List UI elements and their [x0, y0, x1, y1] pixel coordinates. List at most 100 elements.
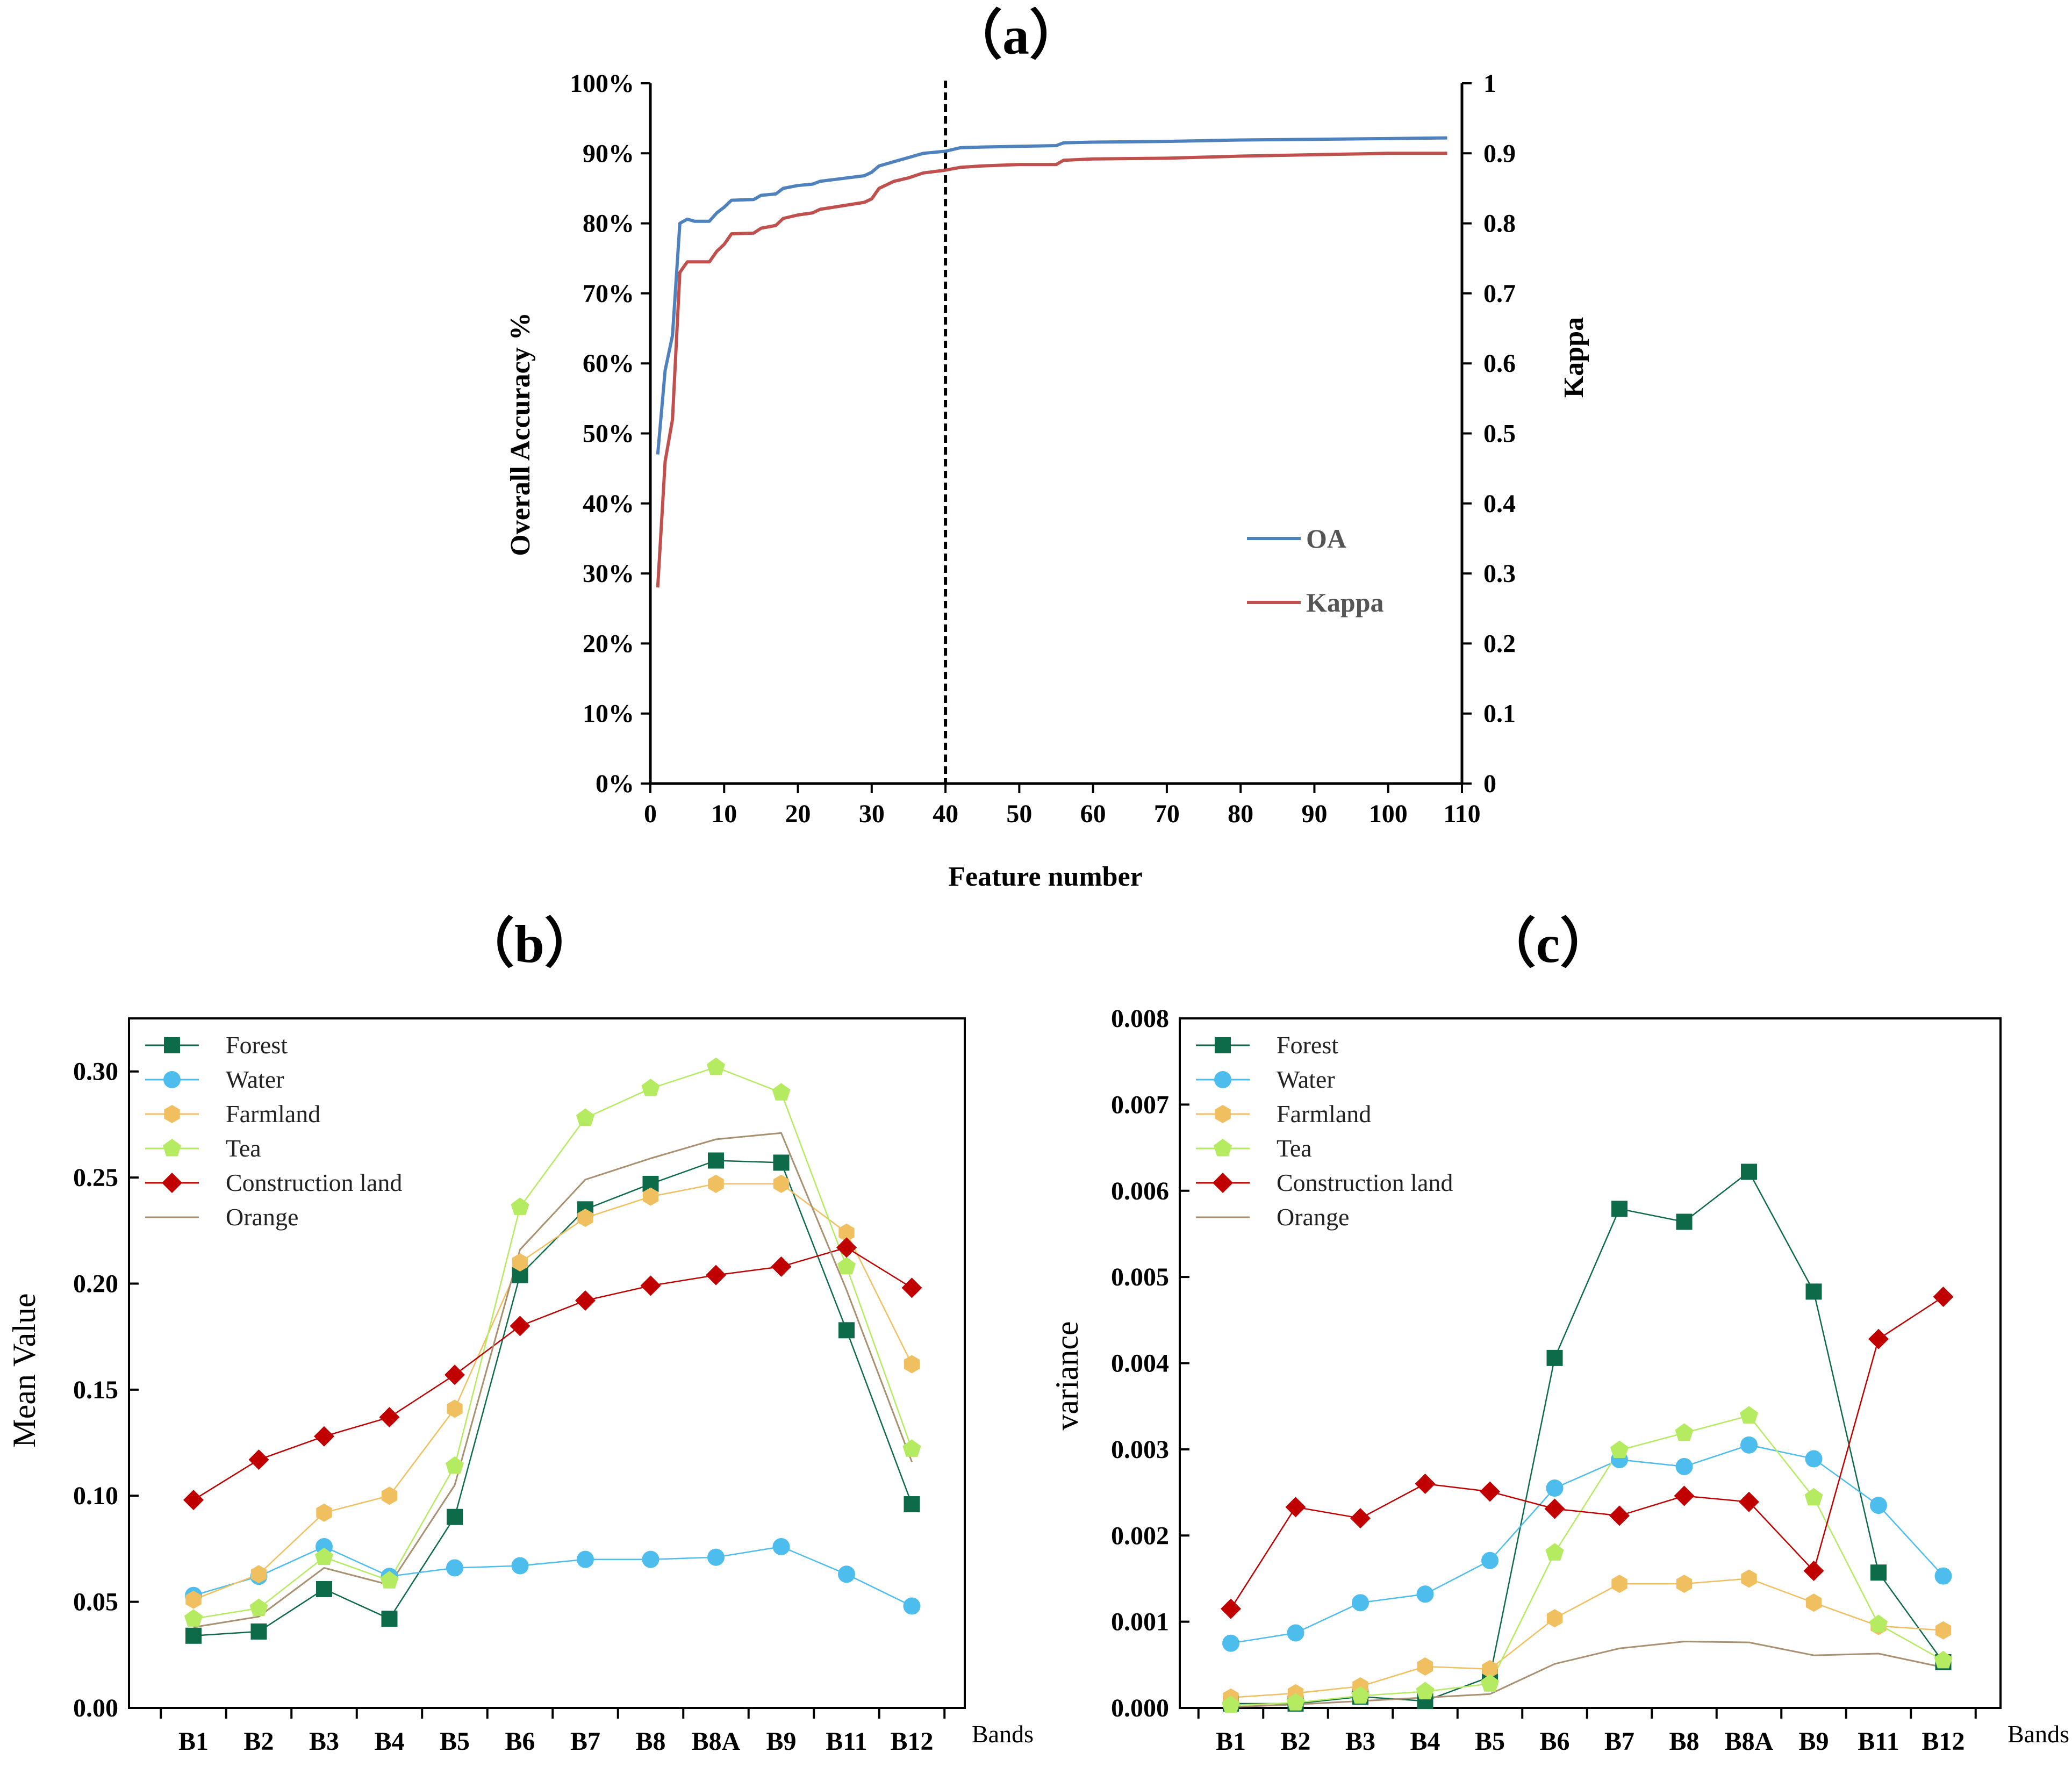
series-farmland-point-b5 [1482, 1660, 1498, 1678]
xtick-label-b12: B12 [1922, 1727, 1965, 1756]
panel-b-label: （b） [461, 914, 598, 974]
legend-forest-swatch-marker [164, 1037, 180, 1053]
series-water-point-b11 [838, 1565, 855, 1583]
series-tea-point-b3 [314, 1547, 334, 1565]
panel-a-xtick-label: 20 [785, 800, 811, 828]
panel-a-xtick-label: 90 [1301, 800, 1327, 828]
legend-water-swatch-marker [1214, 1071, 1231, 1088]
series-farmland-point-b5 [447, 1399, 463, 1418]
series-tea-point-b7 [1610, 1440, 1629, 1458]
series-tea-point-b1 [1221, 1696, 1241, 1713]
xtick-label-b5: B5 [1475, 1727, 1505, 1756]
panel-b-ylabel: Mean Value [6, 1293, 42, 1447]
series-construction-land-point-b5 [444, 1364, 465, 1385]
panel-a-ytick-label: 50% [583, 420, 634, 448]
legend-farmland-label: Farmland [226, 1100, 320, 1127]
legend-farmland-label: Farmland [1277, 1100, 1371, 1127]
series-farmland-point-b8a [1741, 1569, 1757, 1588]
series-water-point-b7 [577, 1550, 594, 1568]
series-construction-land-point-b3 [1350, 1508, 1371, 1529]
series-construction-land-point-b11 [1868, 1328, 1889, 1349]
series-tea-point-b11 [1869, 1614, 1888, 1632]
series-tea-point-b12 [902, 1439, 921, 1457]
legend-tea-swatch-marker [1213, 1139, 1232, 1157]
series-forest-line [193, 1160, 913, 1637]
series-construction-land-line [193, 1247, 913, 1501]
xtick-label-b2: B2 [243, 1727, 274, 1756]
xtick-label-b7: B7 [570, 1727, 600, 1756]
series-forest-line [1231, 1171, 1944, 1705]
panel-a-ytick-label: 10% [583, 700, 634, 728]
panel-c: （c） 0.0000.0010.0020.0030.0040.0050.0060… [1049, 914, 2069, 1756]
xtick-label-b1: B1 [178, 1727, 209, 1756]
series-water-point-b9 [1805, 1450, 1823, 1468]
panel-a-ytick-label: 80% [583, 210, 634, 238]
ytick-label: 0.004 [1111, 1349, 1169, 1378]
panel-a-y2tick-label: 0.8 [1483, 210, 1516, 238]
series-tea-point-b2 [249, 1598, 268, 1616]
legend-tea-label: Tea [226, 1134, 261, 1162]
series-construction-land-point-b7 [1609, 1505, 1630, 1526]
series-water-point-b9 [772, 1538, 790, 1555]
xtick-label-b9: B9 [1798, 1727, 1829, 1756]
panel-a-xtick-label: 30 [859, 800, 885, 828]
series-farmland-point-b4 [381, 1486, 398, 1505]
panel-a-y2tick-label: 0.4 [1483, 490, 1516, 518]
xtick-label-b5: B5 [440, 1727, 470, 1756]
legend-construction-land-label: Construction land [1277, 1169, 1453, 1196]
series-water-point-b6 [511, 1557, 529, 1575]
xtick-label-b8: B8 [1669, 1727, 1699, 1756]
series-water-point-b4 [1416, 1585, 1434, 1603]
series-construction-land-point-b9 [1803, 1561, 1824, 1582]
panel-a-label: （a） [949, 6, 1083, 66]
ytick-label: 0.000 [1111, 1694, 1169, 1722]
series-forest-point-b8a [1741, 1163, 1757, 1180]
ytick-label: 0.003 [1111, 1435, 1169, 1464]
panel-a-xtick-label: 70 [1154, 800, 1180, 828]
series-water-point-b8 [642, 1550, 659, 1568]
series-forest-point-b5 [447, 1509, 463, 1525]
series-construction-land-point-b1 [1221, 1598, 1241, 1619]
panel-a-legend: OA Kappa [1247, 523, 1384, 617]
panel-c-label: （c） [1482, 914, 1614, 974]
panel-b-legend: Forest Water Farmland Tea Construction land O… [145, 1031, 402, 1231]
ytick-label: 0.007 [1111, 1090, 1169, 1119]
panel-1-frame [128, 1017, 966, 1709]
series-farmland-point-b8 [642, 1187, 659, 1206]
series-construction-land-point-b8a [706, 1265, 726, 1285]
xtick-label-b8a: B8A [1725, 1727, 1774, 1756]
legend-orange-label: Orange [1277, 1203, 1349, 1231]
legend-construction-land-swatch-marker [162, 1173, 182, 1193]
series-tea-point-b3 [1351, 1686, 1370, 1704]
series-tea-point-b8 [1675, 1423, 1694, 1441]
series-tea-point-b4 [380, 1571, 399, 1589]
series-water-line [1230, 1444, 1944, 1644]
series-forest-point-b6 [1546, 1349, 1563, 1366]
legend-water-label: Water [226, 1066, 284, 1093]
xtick-label-b3: B3 [1345, 1727, 1375, 1756]
series-farmland-line [1230, 1578, 1944, 1699]
series-construction-land-point-b1 [183, 1490, 204, 1511]
legend-forest-swatch-marker [1215, 1037, 1231, 1053]
series-water-point-b2 [1287, 1624, 1304, 1642]
series-tea-point-b2 [1286, 1693, 1305, 1711]
legend-oa-label: OA [1306, 523, 1346, 554]
series-construction-land-line [1230, 1296, 1944, 1610]
ytick-label: 0.00 [73, 1694, 118, 1722]
panel-a-series [656, 136, 1447, 588]
series-forest-point-b12 [904, 1496, 920, 1513]
series-farmland-point-b7 [1611, 1575, 1628, 1593]
legend-water-label: Water [1277, 1066, 1335, 1093]
panel-a-ytick-label: 90% [583, 139, 634, 168]
panel-a-xtick-label: 110 [1443, 800, 1480, 828]
series-water-point-b5 [446, 1559, 463, 1577]
series-orange-line [1230, 1641, 1944, 1708]
series-farmland-line [193, 1183, 913, 1600]
xtick-label-b4: B4 [1410, 1727, 1440, 1756]
ytick-label: 0.20 [73, 1269, 118, 1298]
series-tea-point-b8a [1739, 1406, 1759, 1424]
series-construction-land-point-b3 [314, 1426, 334, 1447]
series-construction-land-point-b12 [1933, 1287, 1954, 1308]
panel-c-series [1221, 1163, 1954, 1713]
